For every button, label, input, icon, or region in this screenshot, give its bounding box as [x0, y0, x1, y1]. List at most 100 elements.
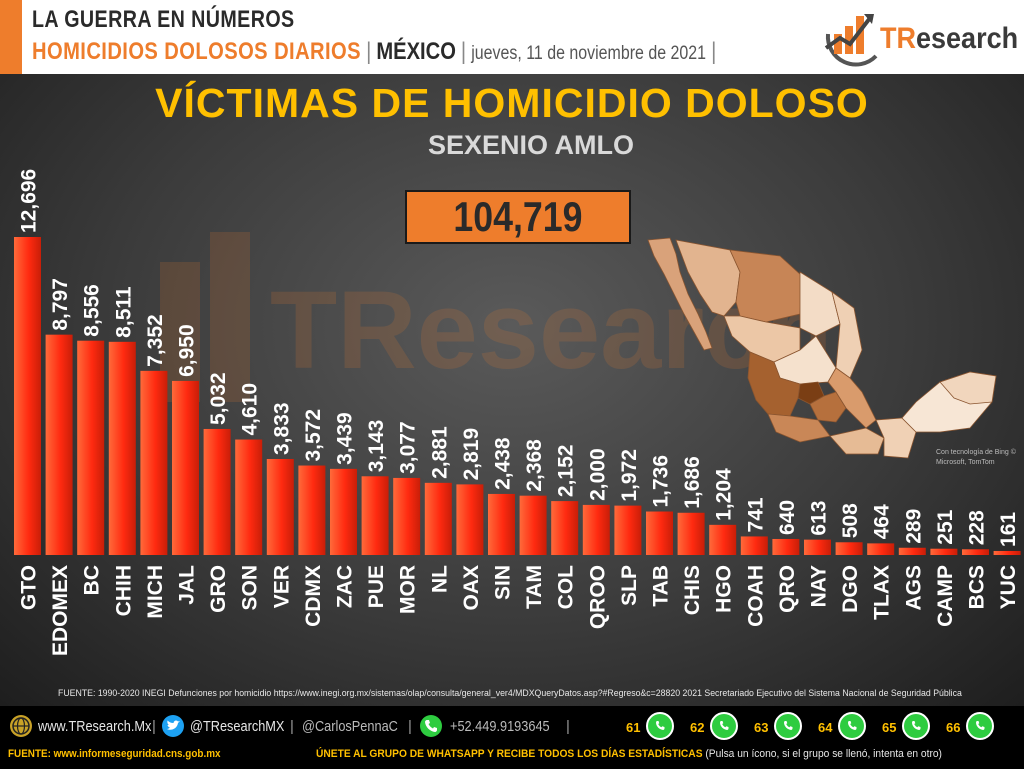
category-label: CAMP — [934, 565, 957, 627]
whatsapp-icon[interactable] — [966, 712, 994, 740]
value-label: 8,511 — [112, 286, 135, 338]
category-label: COL — [555, 565, 578, 610]
tresearch-logo: TResearch — [818, 4, 1018, 70]
value-label: 2,152 — [555, 445, 578, 498]
value-label: 2,368 — [523, 439, 546, 492]
value-label: 464 — [871, 504, 894, 539]
total-value: 104,719 — [453, 193, 583, 240]
bar-mich — [140, 370, 168, 555]
bar-son — [235, 439, 263, 555]
mexico-map — [647, 237, 997, 459]
value-label: 4,610 — [239, 383, 262, 436]
category-label: SIN — [492, 565, 515, 600]
category-label: MOR — [397, 565, 420, 614]
category-label: BCS — [966, 565, 989, 609]
bar-chis — [677, 512, 705, 555]
category-label: YUC — [997, 565, 1020, 609]
bar-chih — [108, 341, 136, 555]
whatsapp-icon[interactable] — [646, 712, 674, 740]
bar-cdmx — [298, 465, 326, 555]
value-label: 1,686 — [681, 456, 704, 509]
bar-pue — [361, 476, 389, 555]
whatsapp-icon[interactable] — [838, 712, 866, 740]
category-label: SON — [239, 565, 262, 611]
value-label: 251 — [934, 509, 957, 544]
header-subtitle: HOMICIDIOS DOLOSOS DIARIOS | MÉXICO | jueves… — [32, 38, 717, 65]
bar-jal — [172, 380, 199, 555]
category-label: SLP — [618, 565, 641, 606]
whatsapp-group-number: 66 — [946, 720, 961, 735]
value-label: 2,819 — [460, 428, 483, 481]
value-label: 161 — [997, 512, 1020, 547]
value-label: 289 — [902, 509, 925, 544]
source-note: FUENTE: 1990-2020 INEGI Defunciones por … — [58, 688, 962, 699]
bar-sin — [488, 493, 515, 555]
chart-subtitle: SEXENIO AMLO — [427, 130, 635, 160]
category-label: COAH — [744, 565, 767, 627]
category-label: DGO — [839, 565, 862, 613]
category-label: MICH — [144, 565, 167, 619]
header-series-title: LA GUERRA EN NÚMEROS — [32, 6, 295, 33]
value-label: 2,881 — [428, 426, 451, 479]
value-label: 613 — [808, 501, 831, 536]
header: LA GUERRA EN NÚMEROS HOMICIDIOS DOLOSOS … — [0, 0, 1024, 74]
whatsapp-group-number: 65 — [882, 720, 897, 735]
website-link[interactable]: www.TResearch.Mx — [38, 718, 152, 735]
value-label: 3,572 — [302, 409, 325, 462]
bar-oax — [456, 484, 484, 555]
bar-zac — [330, 468, 357, 555]
whatsapp-cta: ÚNETE AL GRUPO DE WHATSAPP Y RECIBE TODO… — [316, 748, 942, 760]
bar-qroo — [582, 504, 610, 555]
category-label: OAX — [460, 565, 483, 611]
whatsapp-icon[interactable] — [774, 712, 802, 740]
map-credit: Con tecnología de Bing © Microsoft, TomT… — [936, 449, 1016, 466]
value-label: 7,352 — [144, 314, 167, 367]
category-label: EDOMEX — [49, 565, 72, 656]
whatsapp-icon[interactable] — [902, 712, 930, 740]
phone-number[interactable]: +52.449.9193645 — [450, 718, 550, 735]
value-label: 741 — [744, 497, 767, 532]
category-label: HGO — [713, 565, 736, 613]
twitter-handle[interactable]: @TResearchMX — [190, 718, 285, 735]
category-label: PUE — [365, 565, 388, 608]
footer-source: FUENTE: www.informeseguridad.cns.gob.mx — [8, 748, 221, 760]
phone-icon[interactable] — [420, 715, 442, 737]
value-label: 228 — [966, 510, 989, 545]
value-label: 1,204 — [713, 468, 736, 521]
category-label: CDMX — [302, 565, 325, 627]
bar-yuc — [993, 550, 1021, 555]
category-label: QROO — [586, 565, 609, 629]
value-label: 640 — [776, 500, 799, 535]
globe-icon — [10, 715, 32, 737]
bar-bcs — [962, 549, 989, 555]
whatsapp-icon[interactable] — [710, 712, 738, 740]
bar-camp — [930, 548, 958, 555]
bar-tlax — [867, 543, 895, 555]
bar-tam — [519, 495, 547, 555]
author-handle[interactable]: @CarlosPennaC — [302, 718, 398, 735]
bar-edomex — [45, 334, 73, 555]
bar-gto — [14, 237, 41, 555]
whatsapp-group-number: 61 — [626, 720, 641, 735]
bar-coah — [740, 536, 768, 555]
bar-nl — [424, 482, 452, 555]
bar-gro — [203, 428, 231, 555]
category-label: TLAX — [871, 565, 894, 620]
bar-col — [551, 501, 579, 555]
value-label: 1,972 — [618, 449, 641, 502]
header-country: MÉXICO — [376, 38, 456, 65]
category-label: AGS — [902, 565, 925, 611]
value-label: 5,032 — [207, 372, 230, 425]
bar-nay — [804, 539, 831, 555]
bar-mor — [393, 477, 421, 555]
bar-tab — [646, 511, 673, 555]
value-label: 3,143 — [365, 420, 388, 473]
whatsapp-group-number: 64 — [818, 720, 833, 735]
footer: www.TResearch.Mx | @TResearchMX | @Carlo… — [0, 706, 1024, 769]
category-label: NL — [428, 565, 451, 593]
chart-title: VÍCTIMAS DE HOMICIDIO DOLOSO — [155, 80, 869, 126]
twitter-icon[interactable] — [162, 715, 184, 737]
value-label: 12,696 — [18, 169, 41, 233]
